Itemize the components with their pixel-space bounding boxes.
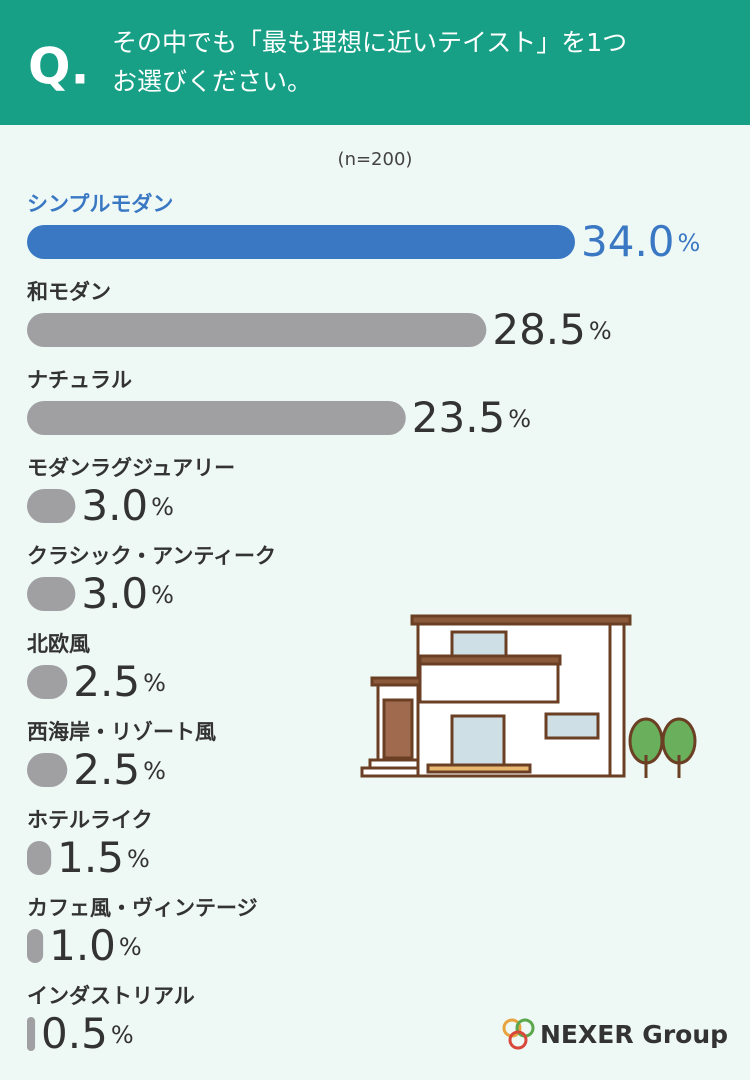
logo: NEXER Group <box>502 1018 728 1050</box>
bar <box>27 929 44 963</box>
question-line: お選びください。 <box>112 67 312 96</box>
category-label: カフェ風・ヴィンテージ <box>27 896 258 920</box>
value-label: 1.5% <box>57 833 150 882</box>
house-illustration <box>360 614 697 778</box>
value-number: 2.5 <box>73 657 140 706</box>
value-label: 2.5% <box>73 745 166 794</box>
value-unit: % <box>151 581 174 609</box>
sample-note: (n=200) <box>338 149 413 170</box>
value-number: 0.5 <box>41 1009 108 1058</box>
value-unit: % <box>127 845 150 873</box>
bar <box>27 313 487 347</box>
category-label: 北欧風 <box>27 632 90 656</box>
category-label: ホテルライク <box>27 808 153 832</box>
value-unit: % <box>589 317 612 345</box>
bar <box>27 577 76 611</box>
q-mark: Q. <box>28 38 90 96</box>
value-label: 28.5% <box>492 305 611 354</box>
value-unit: % <box>143 757 166 785</box>
value-number: 3.0 <box>81 481 148 530</box>
value-label: 0.5% <box>41 1009 134 1058</box>
value-unit: % <box>151 493 174 521</box>
value-unit: % <box>111 1021 134 1049</box>
value-number: 1.0 <box>49 921 116 970</box>
bar <box>27 753 68 787</box>
value-unit: % <box>119 933 142 961</box>
bar <box>27 841 52 875</box>
value-number: 3.0 <box>81 569 148 618</box>
value-label: 1.0% <box>49 921 142 970</box>
category-label: インダストリアル <box>27 984 195 1008</box>
value-number: 23.5 <box>412 393 506 442</box>
value-number: 34.0 <box>581 217 675 266</box>
bar <box>27 1017 36 1051</box>
value-label: 23.5% <box>412 393 531 442</box>
category-label: 西海岸・リゾート風 <box>27 720 216 744</box>
value-label: 3.0% <box>81 481 174 530</box>
bar <box>27 489 76 523</box>
category-label: ナチュラル <box>27 368 132 392</box>
logo-text: NEXER Group <box>540 1020 728 1049</box>
value-unit: % <box>678 229 701 257</box>
value-label: 34.0% <box>581 217 700 266</box>
bar <box>27 401 406 435</box>
value-label: 2.5% <box>73 657 166 706</box>
category-label: クラシック・アンティーク <box>27 544 276 568</box>
value-unit: % <box>143 669 166 697</box>
category-label: シンプルモダン <box>27 192 173 216</box>
value-number: 28.5 <box>492 305 586 354</box>
value-unit: % <box>508 405 531 433</box>
value-number: 2.5 <box>73 745 140 794</box>
header-band <box>0 0 750 125</box>
question-line: その中でも「最も理想に近いテイスト」を1つ <box>112 28 627 57</box>
value-label: 3.0% <box>81 569 174 618</box>
bar <box>27 665 68 699</box>
category-label: 和モダン <box>27 280 111 304</box>
value-number: 1.5 <box>57 833 124 882</box>
category-label: モダンラグジュアリー <box>27 456 235 480</box>
bar <box>27 225 575 259</box>
